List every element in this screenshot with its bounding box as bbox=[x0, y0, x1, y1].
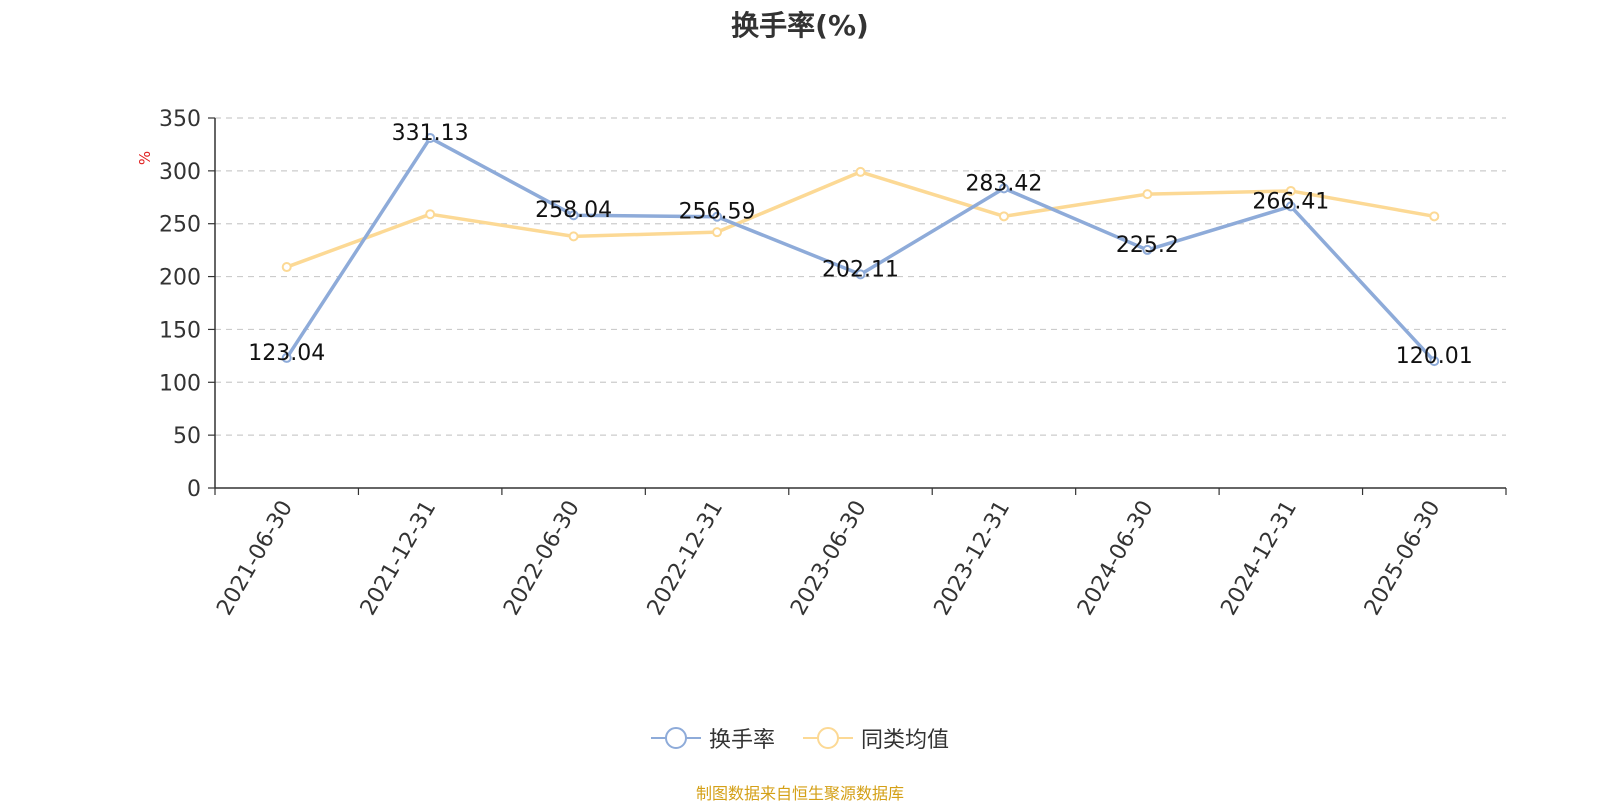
y-tick-label: 350 bbox=[159, 107, 201, 132]
x-tick-label: 2024-06-30 bbox=[1073, 497, 1159, 620]
data-point bbox=[281, 352, 292, 363]
data-label: 225.2 bbox=[1116, 233, 1179, 258]
data-point bbox=[855, 269, 866, 280]
x-tick-label: 2021-06-30 bbox=[212, 497, 298, 620]
data-point bbox=[568, 231, 579, 242]
y-tick-label: 200 bbox=[159, 266, 201, 291]
data-point bbox=[712, 211, 723, 222]
data-point bbox=[855, 166, 866, 177]
y-axis-label: % bbox=[136, 151, 154, 165]
legend-label: 换手率 bbox=[708, 728, 775, 753]
data-label: 202.11 bbox=[822, 257, 899, 282]
y-tick-label: 0 bbox=[187, 477, 201, 502]
source-note: 制图数据来自恒生聚源数据库 bbox=[695, 784, 904, 803]
axes: 0 50 100 150 200 250 300 350% 2021-06-30 2021-12-… bbox=[136, 107, 1507, 620]
x-tick-label: 2024-12-31 bbox=[1216, 497, 1302, 620]
data-label: 120.01 bbox=[1396, 344, 1473, 369]
data-point bbox=[425, 209, 436, 220]
data-point bbox=[998, 211, 1009, 222]
series-lines bbox=[281, 132, 1440, 367]
y-tick-label: 150 bbox=[159, 318, 201, 343]
data-point bbox=[281, 262, 292, 273]
y-tick-label: 250 bbox=[159, 213, 201, 238]
legend-item-1[interactable]: 同类均值 bbox=[803, 722, 949, 754]
data-point bbox=[1285, 185, 1296, 196]
data-point bbox=[1285, 201, 1296, 212]
data-label: 256.59 bbox=[679, 200, 756, 225]
legend: 换手率 同类均值 bbox=[0, 722, 1600, 754]
data-point bbox=[568, 210, 579, 221]
data-label: 258.04 bbox=[535, 198, 612, 223]
x-tick-label: 2022-06-30 bbox=[499, 497, 585, 620]
y-tick-label: 50 bbox=[173, 424, 201, 449]
legend-item-0[interactable]: 换手率 bbox=[650, 722, 775, 754]
data-point bbox=[1142, 244, 1153, 255]
data-point bbox=[998, 183, 1009, 194]
data-point bbox=[1429, 356, 1440, 367]
data-label: 123.04 bbox=[248, 341, 325, 366]
series-line-1 bbox=[286, 170, 1435, 269]
legend-label: 同类均值 bbox=[861, 728, 950, 753]
chart-title: 换手率(%) bbox=[731, 9, 869, 42]
x-tick-label: 2021-12-31 bbox=[356, 497, 442, 620]
data-point bbox=[1142, 189, 1153, 200]
y-tick-label: 100 bbox=[159, 371, 201, 396]
data-labels: 123.04 331.13 258.04 256.59 202.11 283.42 225.… bbox=[248, 121, 1473, 369]
data-point bbox=[712, 227, 723, 238]
x-tick-label: 2023-12-31 bbox=[930, 497, 1016, 620]
data-label: 283.42 bbox=[965, 171, 1042, 196]
x-tick-label: 2025-06-30 bbox=[1360, 497, 1446, 620]
x-tick-label: 2023-06-30 bbox=[786, 497, 872, 620]
data-point bbox=[1429, 211, 1440, 222]
data-point bbox=[425, 132, 436, 143]
x-tick-label: 2022-12-31 bbox=[643, 497, 729, 620]
y-tick-label: 300 bbox=[159, 160, 201, 185]
legend-marker bbox=[803, 726, 853, 750]
data-label: 331.13 bbox=[392, 121, 469, 146]
legend-marker bbox=[650, 726, 701, 750]
data-label: 266.41 bbox=[1252, 189, 1329, 214]
